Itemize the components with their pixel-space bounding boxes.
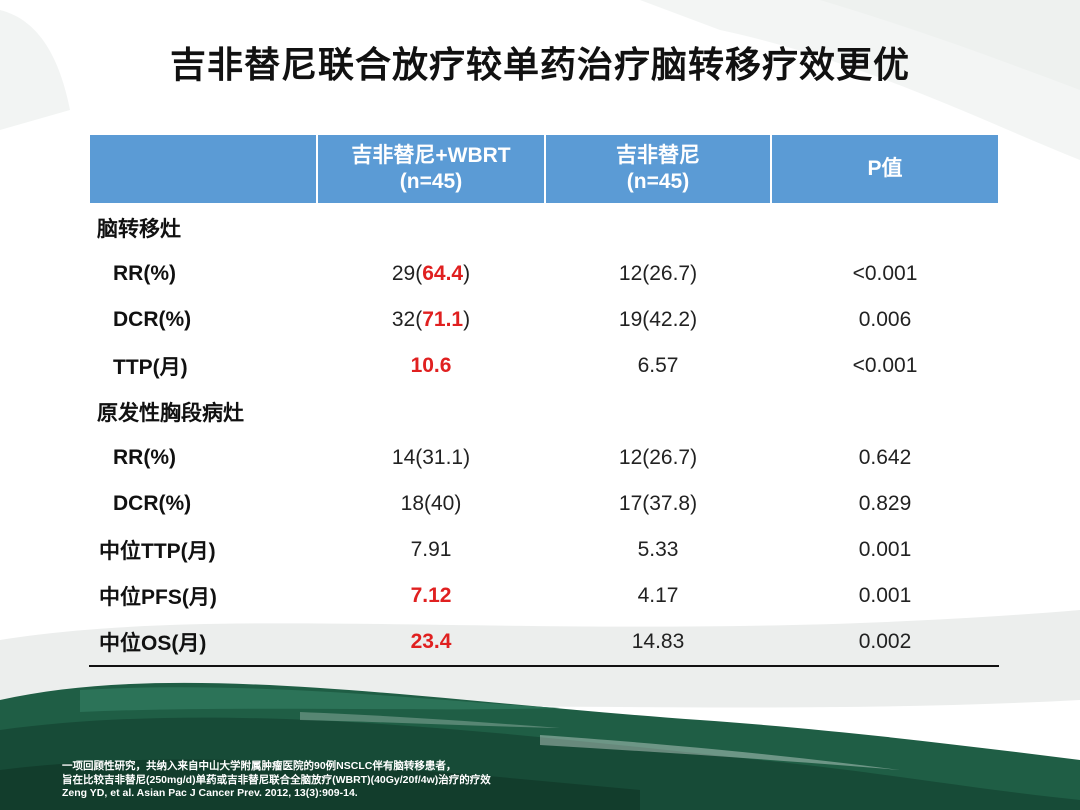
- row-label: DCR(%): [113, 492, 192, 515]
- highlighted-value: 23.4: [410, 630, 452, 653]
- footnote: 一项回顾性研究，共纳入来自中山大学附属肿瘤医院的90例NSCLC伴有脑转移患者，…: [62, 760, 702, 801]
- header-mono-group: 吉非替尼 (n=45): [544, 133, 772, 205]
- header-mono-n: (n=45): [626, 170, 690, 193]
- combo-value-cell: 23.4: [317, 619, 545, 667]
- table-row: RR(%) 14(31.1) 12(26.7) 0.642: [89, 435, 999, 481]
- page-title: 吉非替尼联合放疗较单药治疗脑转移疗效更优: [169, 44, 910, 85]
- table-body: 脑转移灶 RR(%) 29(64.4) 12(26.7) <0.001 DCR(%) 32(…: [89, 204, 999, 667]
- table-row: 中位TTP(月) 7.91 5.33 0.001: [89, 527, 999, 573]
- table-row: 中位PFS(月) 7.12 4.17 0.001: [89, 573, 999, 619]
- p-value-cell: 0.829: [858, 492, 912, 515]
- combo-value-cell: 18(40): [317, 481, 545, 527]
- p-value-cell: <0.001: [852, 354, 918, 377]
- results-table: 吉非替尼+WBRT (n=45) 吉非替尼 (n=45) P值 脑转移灶 RR(%…: [88, 133, 1000, 667]
- mono-value-cell: 6.57: [637, 354, 679, 377]
- combo-value-cell: 7.91: [317, 527, 545, 573]
- mono-value-cell: 12(26.7): [618, 446, 698, 469]
- highlighted-value: 7.12: [410, 584, 452, 607]
- section-label: 脑转移灶: [97, 218, 181, 241]
- table-row: DCR(%) 32(71.1) 19(42.2) 0.006: [89, 297, 999, 343]
- row-label: DCR(%): [113, 308, 192, 331]
- table-section-row: 原发性胸段病灶: [89, 389, 999, 435]
- combo-value-cell: 14(31.1): [317, 435, 545, 481]
- empty-cell: [771, 389, 999, 435]
- value-text: 7.91: [410, 538, 452, 561]
- value-text: ): [463, 308, 471, 331]
- p-value-cell: 0.642: [858, 446, 912, 469]
- footnote-line-1: 一项回顾性研究，共纳入来自中山大学附属肿瘤医院的90例NSCLC伴有脑转移患者，: [62, 760, 457, 772]
- header-empty-cell: [88, 133, 318, 205]
- footnote-citation: Zeng YD, et al. Asian Pac J Cancer Prev.…: [62, 787, 358, 799]
- table-header-row: 吉非替尼+WBRT (n=45) 吉非替尼 (n=45) P值: [88, 133, 1000, 205]
- section-label: 原发性胸段病灶: [97, 402, 244, 425]
- value-text: 14(31.1): [391, 446, 471, 469]
- combo-value-cell: 7.12: [317, 573, 545, 619]
- row-label: TTP(月): [113, 356, 188, 379]
- empty-cell: [545, 389, 771, 435]
- p-value-cell: 0.001: [858, 584, 912, 607]
- p-value-cell: 0.006: [858, 308, 912, 331]
- p-value-cell: <0.001: [852, 262, 918, 285]
- empty-cell: [545, 204, 771, 251]
- header-combo-n: (n=45): [399, 170, 463, 193]
- highlighted-value: 71.1: [422, 308, 464, 331]
- empty-cell: [317, 389, 545, 435]
- p-value-cell: 0.002: [771, 619, 999, 667]
- header-p-value: P值: [770, 133, 1000, 205]
- mono-value-cell: 12(26.7): [618, 262, 698, 285]
- highlighted-value: 10.6: [410, 354, 452, 377]
- table-row: RR(%) 29(64.4) 12(26.7) <0.001: [89, 251, 999, 297]
- value-text: ): [463, 262, 471, 285]
- table-row: 中位OS(月) 23.4 14.83 0.002: [89, 619, 999, 667]
- empty-cell: [317, 204, 545, 251]
- footnote-line-2: 旨在比较吉非替尼(250mg/d)单药或吉非替尼联合全脑放疗(WBRT)(40G…: [62, 773, 491, 786]
- combo-value-cell: 29(64.4): [317, 251, 545, 297]
- row-label: 中位TTP(月): [99, 540, 216, 563]
- results-table-container: 吉非替尼+WBRT (n=45) 吉非替尼 (n=45) P值 脑转移灶 RR(%…: [88, 133, 1000, 667]
- table-row: DCR(%) 18(40) 17(37.8) 0.829: [89, 481, 999, 527]
- header-mono-name: 吉非替尼: [616, 144, 700, 167]
- header-combo-group: 吉非替尼+WBRT (n=45): [316, 133, 546, 205]
- combo-value-cell: 32(71.1): [317, 297, 545, 343]
- combo-value-cell: 10.6: [317, 343, 545, 389]
- row-label: 中位OS(月): [89, 619, 317, 667]
- mono-value-cell: 17(37.8): [618, 492, 698, 515]
- mono-value-cell: 14.83: [545, 619, 771, 667]
- p-value-cell: 0.001: [858, 538, 912, 561]
- value-text: 29(: [391, 262, 423, 285]
- value-text: 18(40): [400, 492, 462, 515]
- row-label: RR(%): [113, 262, 176, 285]
- highlighted-value: 64.4: [422, 262, 464, 285]
- mono-value-cell: 4.17: [637, 584, 679, 607]
- mono-value-cell: 5.33: [637, 538, 679, 561]
- table-section-row: 脑转移灶: [89, 204, 999, 251]
- value-text: 32(: [391, 308, 423, 331]
- row-label: RR(%): [113, 446, 176, 469]
- header-combo-name: 吉非替尼+WBRT: [351, 144, 511, 167]
- row-label: 中位PFS(月): [99, 586, 217, 609]
- mono-value-cell: 19(42.2): [618, 308, 698, 331]
- empty-cell: [771, 204, 999, 251]
- table-row: TTP(月) 10.6 6.57 <0.001: [89, 343, 999, 389]
